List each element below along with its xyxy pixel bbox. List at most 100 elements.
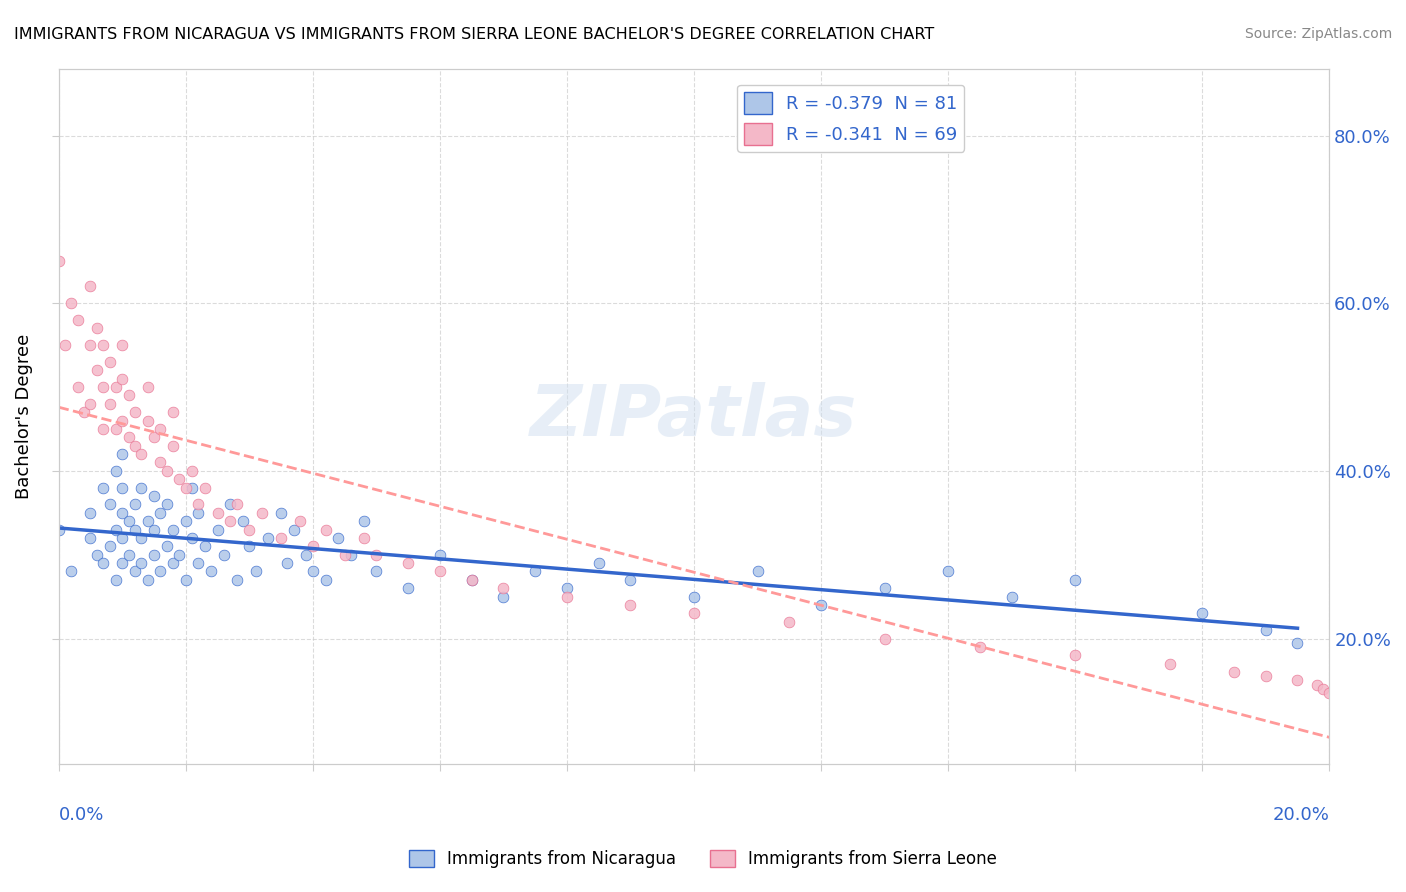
- Point: [162, 523, 184, 537]
- Point: [238, 523, 260, 537]
- Point: [1064, 648, 1087, 663]
- Point: [295, 548, 318, 562]
- Point: [104, 573, 127, 587]
- Point: [48, 254, 70, 268]
- Point: [873, 632, 896, 646]
- Point: [174, 481, 197, 495]
- Point: [283, 523, 305, 537]
- Point: [1305, 678, 1327, 692]
- Point: [328, 531, 350, 545]
- Point: [79, 531, 101, 545]
- Point: [149, 565, 172, 579]
- Point: [149, 422, 172, 436]
- Point: [86, 548, 108, 562]
- Point: [124, 405, 146, 419]
- Point: [683, 607, 706, 621]
- Point: [162, 405, 184, 419]
- Point: [353, 514, 375, 528]
- Point: [53, 338, 76, 352]
- Point: [270, 531, 292, 545]
- Point: [194, 539, 217, 553]
- Point: [136, 414, 159, 428]
- Point: [396, 556, 419, 570]
- Text: 0.0%: 0.0%: [59, 806, 104, 824]
- Point: [588, 556, 610, 570]
- Point: [66, 380, 89, 394]
- Point: [86, 363, 108, 377]
- Point: [111, 481, 134, 495]
- Y-axis label: Bachelor's Degree: Bachelor's Degree: [15, 334, 32, 499]
- Text: Source: ZipAtlas.com: Source: ZipAtlas.com: [1244, 27, 1392, 41]
- Point: [747, 565, 769, 579]
- Point: [143, 489, 166, 503]
- Point: [340, 548, 363, 562]
- Point: [104, 464, 127, 478]
- Point: [169, 472, 191, 486]
- Point: [1159, 657, 1181, 671]
- Point: [124, 439, 146, 453]
- Point: [124, 565, 146, 579]
- Point: [460, 573, 482, 587]
- Point: [111, 338, 134, 352]
- Point: [79, 338, 101, 352]
- Point: [143, 548, 166, 562]
- Point: [91, 556, 114, 570]
- Point: [1286, 636, 1309, 650]
- Point: [936, 565, 959, 579]
- Point: [149, 506, 172, 520]
- Point: [619, 598, 641, 612]
- Point: [79, 506, 101, 520]
- Point: [117, 548, 139, 562]
- Point: [250, 506, 273, 520]
- Point: [111, 556, 134, 570]
- Point: [129, 531, 152, 545]
- Legend: Immigrants from Nicaragua, Immigrants from Sierra Leone: Immigrants from Nicaragua, Immigrants fr…: [402, 843, 1004, 875]
- Point: [156, 497, 179, 511]
- Point: [245, 565, 267, 579]
- Point: [98, 355, 121, 369]
- Point: [969, 640, 991, 654]
- Point: [181, 481, 204, 495]
- Point: [91, 422, 114, 436]
- Point: [104, 523, 127, 537]
- Legend: R = -0.379  N = 81, R = -0.341  N = 69: R = -0.379 N = 81, R = -0.341 N = 69: [737, 85, 965, 152]
- Point: [48, 523, 70, 537]
- Point: [276, 556, 298, 570]
- Point: [1286, 673, 1309, 688]
- Point: [143, 523, 166, 537]
- Point: [79, 397, 101, 411]
- Point: [156, 464, 179, 478]
- Point: [460, 573, 482, 587]
- Point: [1317, 686, 1340, 700]
- Point: [353, 531, 375, 545]
- Point: [1001, 590, 1024, 604]
- Point: [111, 531, 134, 545]
- Point: [162, 439, 184, 453]
- Point: [117, 388, 139, 402]
- Point: [129, 481, 152, 495]
- Point: [86, 321, 108, 335]
- Point: [288, 514, 311, 528]
- Point: [683, 590, 706, 604]
- Point: [555, 590, 578, 604]
- Point: [181, 531, 204, 545]
- Point: [429, 565, 451, 579]
- Point: [219, 514, 242, 528]
- Point: [162, 556, 184, 570]
- Point: [257, 531, 280, 545]
- Point: [207, 523, 229, 537]
- Point: [136, 514, 159, 528]
- Point: [396, 581, 419, 595]
- Point: [111, 372, 134, 386]
- Point: [136, 380, 159, 394]
- Point: [181, 464, 204, 478]
- Point: [104, 380, 127, 394]
- Point: [111, 414, 134, 428]
- Point: [225, 573, 247, 587]
- Point: [524, 565, 547, 579]
- Point: [149, 455, 172, 469]
- Point: [301, 539, 323, 553]
- Point: [492, 581, 515, 595]
- Point: [66, 313, 89, 327]
- Point: [200, 565, 222, 579]
